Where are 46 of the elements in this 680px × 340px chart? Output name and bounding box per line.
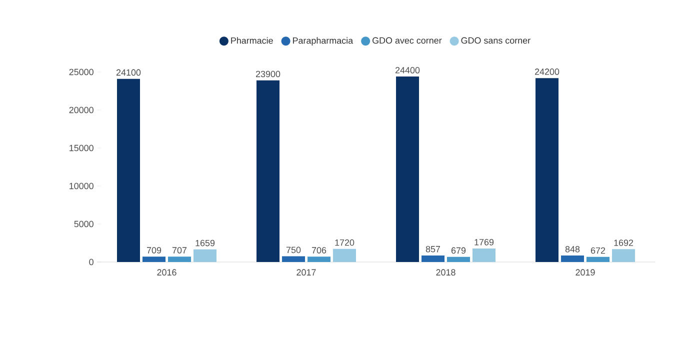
y-tick-label: 10000 [70,182,94,190]
y-tick-label: 5000 [74,220,94,228]
data-label: 750 [286,246,301,254]
data-label: 24400 [395,67,420,74]
data-label: 24200 [534,68,560,75]
x-tick-label: 2016 [157,269,176,276]
data-label: 1720 [335,239,354,246]
legend-label: Pharmacie [231,37,273,44]
bar [586,256,610,262]
bar [308,256,331,262]
bar [536,78,559,262]
legend-label: Parapharmacia [293,37,354,46]
y-tick-label: 25000 [69,68,94,76]
bar [612,249,636,262]
data-label: 1659 [196,240,215,246]
legend-label: GDO sans corner [461,37,530,44]
bar [472,248,496,262]
bar [117,78,140,262]
bar [447,256,470,262]
bar [142,256,166,262]
legend-label: GDO avec corner [372,37,442,44]
data-label: 1692 [614,240,634,246]
data-label: 23900 [256,70,280,78]
bar [256,80,280,262]
bar [333,248,356,262]
y-tick-label: 15000 [70,144,94,152]
data-label: 679 [451,247,466,254]
y-tick-label: 0 [89,258,94,266]
y-tick-label: 20000 [69,106,94,114]
data-label: 848 [565,246,580,252]
bar [561,256,584,262]
data-label: 709 [146,247,162,254]
bar [194,249,217,262]
bar [396,76,420,262]
bar [282,256,306,262]
bar [168,256,192,262]
x-tick-label: 2017 [296,269,316,276]
data-label: 24100 [116,69,141,76]
bar [422,255,445,262]
data-label: 672 [590,247,606,254]
x-tick-label: 2019 [576,269,595,276]
data-label: 706 [312,247,326,254]
data-label: 707 [172,247,187,254]
data-label: 857 [426,246,440,252]
data-label: 1769 [474,239,494,246]
x-tick-label: 2018 [436,269,456,276]
